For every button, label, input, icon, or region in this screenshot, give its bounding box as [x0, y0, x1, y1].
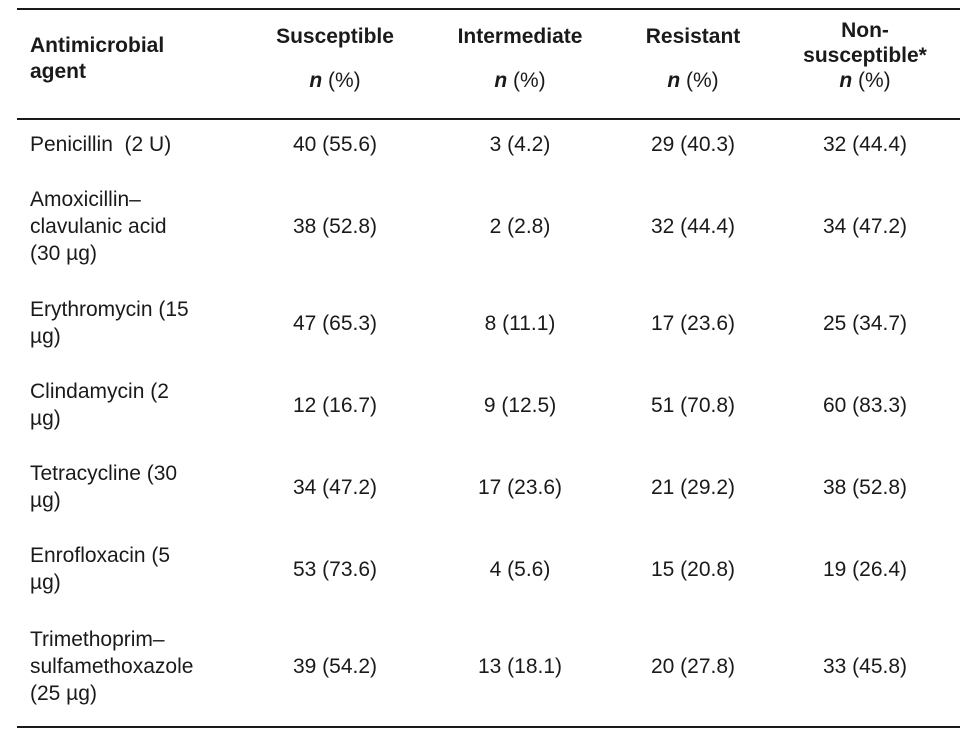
header-title: Non-: [841, 19, 889, 42]
row-agent-trimethoprim: Trimethoprim– sulfamethoxazole (25 µg): [30, 626, 230, 707]
header-units: n (%): [780, 68, 950, 93]
agent-line: µg): [30, 489, 61, 512]
agent-line: Penicillin (2 U): [30, 133, 172, 156]
header-n: n: [309, 69, 323, 92]
cell-susceptible: 53 (73.6): [292, 558, 378, 581]
row-agent-penicillin: Penicillin (2 U): [30, 131, 230, 158]
agent-line: µg): [30, 325, 61, 348]
cell-resistant: 32 (44.4): [650, 215, 736, 238]
cell-intermediate: 3 (4.2): [489, 133, 551, 156]
header-pct: (%): [686, 69, 719, 92]
header-units: n (%): [435, 68, 605, 94]
header-agent-line: agent: [30, 60, 87, 83]
header-pct: (%): [858, 69, 891, 92]
agent-line: Enrofloxacin (5: [30, 544, 171, 567]
agent-line: (30 µg): [30, 242, 97, 265]
row-agent-amoxicillin: Amoxicillin– clavulanic acid (30 µg): [30, 186, 230, 267]
agent-line: Trimethoprim–: [30, 628, 165, 651]
header-units: n (%): [250, 68, 420, 94]
cell-resistant: 21 (29.2): [650, 476, 736, 499]
row-agent-clindamycin: Clindamycin (2 µg): [30, 378, 230, 432]
table-header-rule: [17, 118, 960, 120]
cell-non-susceptible: 34 (47.2): [822, 215, 908, 238]
cell-intermediate: 4 (5.6): [489, 558, 551, 581]
header-pct: (%): [328, 69, 361, 92]
header-title: Resistant: [645, 25, 741, 48]
header-susceptible: Susceptible n (%): [250, 24, 420, 94]
agent-line: (25 µg): [30, 682, 97, 705]
agent-line: Tetracycline (30: [30, 462, 178, 485]
agent-line: clavulanic acid: [30, 215, 167, 238]
agent-line: Clindamycin (2: [30, 380, 169, 403]
cell-intermediate: 17 (23.6): [477, 476, 563, 499]
row-agent-tetracycline: Tetracycline (30 µg): [30, 460, 230, 514]
cell-susceptible: 47 (65.3): [292, 312, 378, 335]
agent-line: sulfamethoxazole: [30, 655, 194, 678]
cell-non-susceptible: 60 (83.3): [822, 394, 908, 417]
header-n: n: [839, 69, 853, 92]
agent-line: µg): [30, 407, 61, 430]
cell-intermediate: 8 (11.1): [484, 312, 556, 335]
header-agent: Antimicrobial agent: [30, 33, 164, 85]
cell-susceptible: 40 (55.6): [292, 133, 378, 156]
cell-resistant: 17 (23.6): [650, 312, 736, 335]
table-top-rule: [17, 8, 960, 10]
table-bottom-rule: [17, 726, 960, 728]
cell-susceptible: 38 (52.8): [292, 215, 378, 238]
cell-resistant: 20 (27.8): [650, 655, 736, 678]
agent-line: µg): [30, 571, 61, 594]
agent-line: Erythromycin (15: [30, 298, 189, 321]
header-agent-line: Antimicrobial: [30, 34, 165, 57]
header-title: Intermediate: [457, 25, 583, 48]
cell-intermediate: 13 (18.1): [477, 655, 563, 678]
cell-non-susceptible: 32 (44.4): [822, 133, 908, 156]
cell-resistant: 29 (40.3): [650, 133, 736, 156]
header-title: Susceptible: [276, 25, 394, 48]
cell-susceptible: 12 (16.7): [292, 394, 378, 417]
row-agent-erythromycin: Erythromycin (15 µg): [30, 296, 230, 350]
cell-intermediate: 9 (12.5): [483, 394, 557, 417]
header-resistant: Resistant n (%): [608, 24, 778, 94]
header-pct: (%): [513, 69, 546, 92]
cell-resistant: 15 (20.8): [650, 558, 736, 581]
header-units: n (%): [608, 68, 778, 94]
cell-non-susceptible: 19 (26.4): [822, 558, 908, 581]
header-n: n: [667, 69, 681, 92]
header-title: susceptible*: [803, 44, 927, 67]
cell-susceptible: 34 (47.2): [292, 476, 378, 499]
agent-line: Amoxicillin–: [30, 188, 141, 211]
cell-susceptible: 39 (54.2): [292, 655, 378, 678]
header-n: n: [494, 69, 508, 92]
cell-resistant: 51 (70.8): [650, 394, 736, 417]
cell-non-susceptible: 38 (52.8): [822, 476, 908, 499]
cell-non-susceptible: 25 (34.7): [822, 312, 908, 335]
cell-intermediate: 2 (2.8): [489, 215, 551, 238]
header-intermediate: Intermediate n (%): [435, 24, 605, 94]
cell-non-susceptible: 33 (45.8): [822, 655, 908, 678]
row-agent-enrofloxacin: Enrofloxacin (5 µg): [30, 542, 230, 596]
header-non-susceptible: Non- susceptible* n (%): [780, 18, 950, 93]
